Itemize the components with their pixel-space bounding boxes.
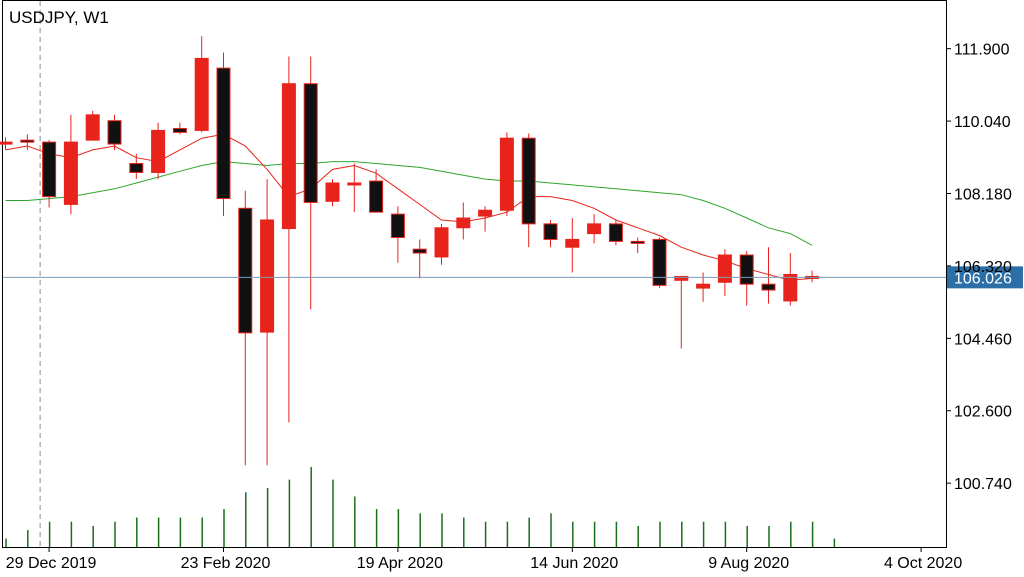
- candle-body-bullish: [63, 141, 78, 205]
- x-axis-tick-label: 23 Feb 2020: [181, 555, 271, 572]
- candle-body-bearish: [521, 137, 536, 225]
- candle-body-bullish: [347, 182, 362, 186]
- x-axis-tick-label: 9 Aug 2020: [708, 555, 789, 572]
- candle-body-bearish: [761, 283, 776, 291]
- candle-body-bearish: [303, 83, 318, 203]
- candle-body-bullish: [281, 83, 296, 230]
- moving-averages: [5, 133, 813, 281]
- candle-body-bullish: [674, 275, 689, 281]
- moving-average-slow-line: [5, 161, 813, 246]
- y-axis-tick-label: 111.900: [954, 42, 1010, 59]
- candle-body-bearish: [739, 254, 754, 285]
- candle-body-bullish: [565, 238, 580, 248]
- candle-body-bullish: [783, 273, 798, 302]
- y-axis-tick-label: 104.460: [954, 331, 1012, 348]
- candle-body-bearish: [20, 139, 35, 143]
- x-axis-tick-label: 19 Apr 2020: [357, 555, 443, 572]
- candle-body-bearish: [129, 163, 144, 173]
- candles: [0, 36, 820, 466]
- current-price-tag-label: 106.026: [954, 270, 1012, 287]
- y-axis-tick-label: 106.320: [954, 259, 1012, 276]
- candle-body-bearish: [543, 223, 558, 240]
- candle-body-bullish: [85, 114, 100, 141]
- x-axis: 29 Dec 2019 23 Feb 2020 19 Apr 2020 14 Jun …: [6, 547, 962, 572]
- current-price-line-layer: 106.026: [3, 266, 1023, 289]
- candle-body-bullish: [260, 219, 275, 333]
- y-axis-tick-label: 102.600: [954, 404, 1012, 421]
- plot-area-border: [2, 0, 947, 548]
- x-axis-tick-label: 14 Jun 2020: [530, 555, 618, 572]
- volume-bars: [5, 467, 836, 547]
- candle-body-bearish: [412, 248, 427, 254]
- candle-body-bullish: [325, 182, 340, 202]
- y-axis: 111.900 110.040 108.180 106.320 104.460 102.6…: [946, 42, 1012, 493]
- candle-body-bearish: [369, 180, 384, 213]
- candle-body-bullish: [587, 223, 602, 235]
- candle-body-bullish: [456, 217, 471, 229]
- candle-body-bearish: [608, 223, 623, 242]
- current-price-tag: [947, 266, 1023, 289]
- candle-body-bearish: [390, 213, 405, 238]
- candle-body-bullish: [499, 137, 514, 211]
- candle-body-bearish: [238, 207, 253, 334]
- candle-body-bearish: [42, 141, 57, 198]
- candle-body-bearish: [107, 120, 122, 145]
- candle-body-bearish: [216, 67, 231, 200]
- x-axis-tick-label: 29 Dec 2019: [6, 555, 97, 572]
- symbol-label: USDJPY, W1: [9, 8, 109, 27]
- candle-body-bullish: [478, 209, 493, 217]
- candle-body-bullish: [0, 141, 13, 145]
- candle-body-bearish: [172, 127, 187, 133]
- candle-body-bullish: [434, 227, 449, 258]
- candle-body-bearish: [630, 240, 645, 244]
- candle-body-bullish: [151, 129, 166, 173]
- y-axis-tick-label: 100.740: [954, 476, 1012, 493]
- y-axis-tick-label: 110.040: [954, 114, 1011, 131]
- y-axis-tick-label: 108.180: [954, 186, 1012, 203]
- candle-body-bullish: [194, 57, 209, 131]
- candle-body-bearish: [652, 238, 667, 286]
- candle-body-bullish: [696, 283, 711, 289]
- moving-average-fast-line: [5, 133, 813, 281]
- x-axis-tick-label: 4 Oct 2020: [884, 555, 962, 572]
- candle-body-bullish: [717, 254, 732, 283]
